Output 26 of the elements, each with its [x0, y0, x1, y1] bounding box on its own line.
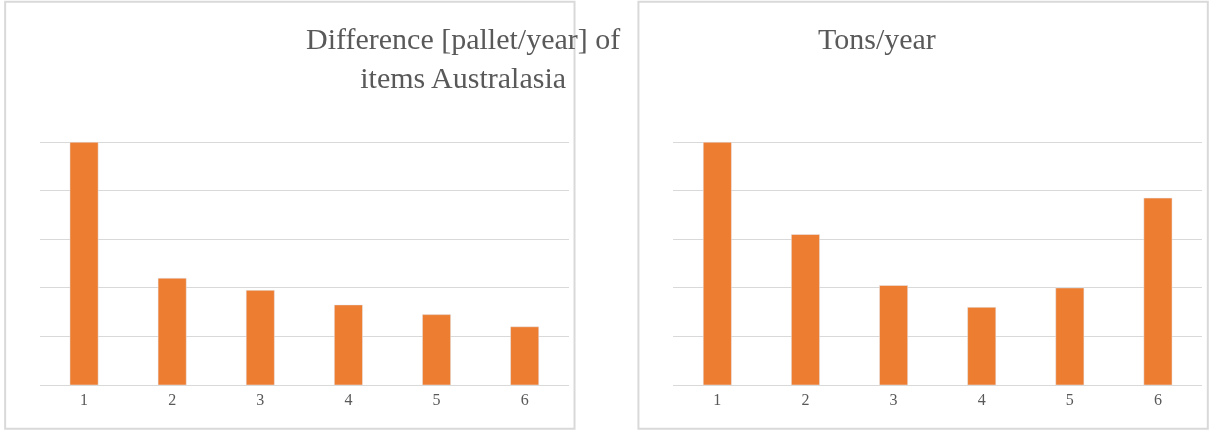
bar [967, 307, 997, 385]
bar [334, 304, 363, 385]
bar [69, 142, 99, 385]
x-tick-label: 3 [256, 391, 265, 409]
bar [879, 285, 908, 385]
x-tick-label: 6 [520, 391, 529, 409]
bar [703, 142, 732, 385]
x-tick-label: 3 [889, 391, 898, 409]
x-tick-label: 5 [432, 391, 441, 409]
x-tick-label: 4 [977, 391, 986, 409]
chart-title: Tons/year [818, 22, 936, 55]
x-tick-label: 1 [80, 391, 89, 409]
bar [245, 290, 275, 385]
chart-title: Difference [pallet/year] of items Australasia [306, 22, 621, 94]
bar [791, 234, 820, 385]
x-tick-label: 5 [1065, 391, 1074, 409]
x-tick-label: 2 [801, 391, 810, 409]
bar [422, 314, 451, 385]
bar [1055, 287, 1085, 385]
bar [510, 326, 539, 385]
x-tick-label: 2 [168, 391, 177, 409]
bar [1143, 197, 1173, 385]
x-tick-label: 6 [1153, 391, 1162, 409]
bar [157, 277, 187, 385]
x-tick-label: 1 [713, 391, 722, 409]
x-tick-label: 4 [344, 391, 353, 409]
